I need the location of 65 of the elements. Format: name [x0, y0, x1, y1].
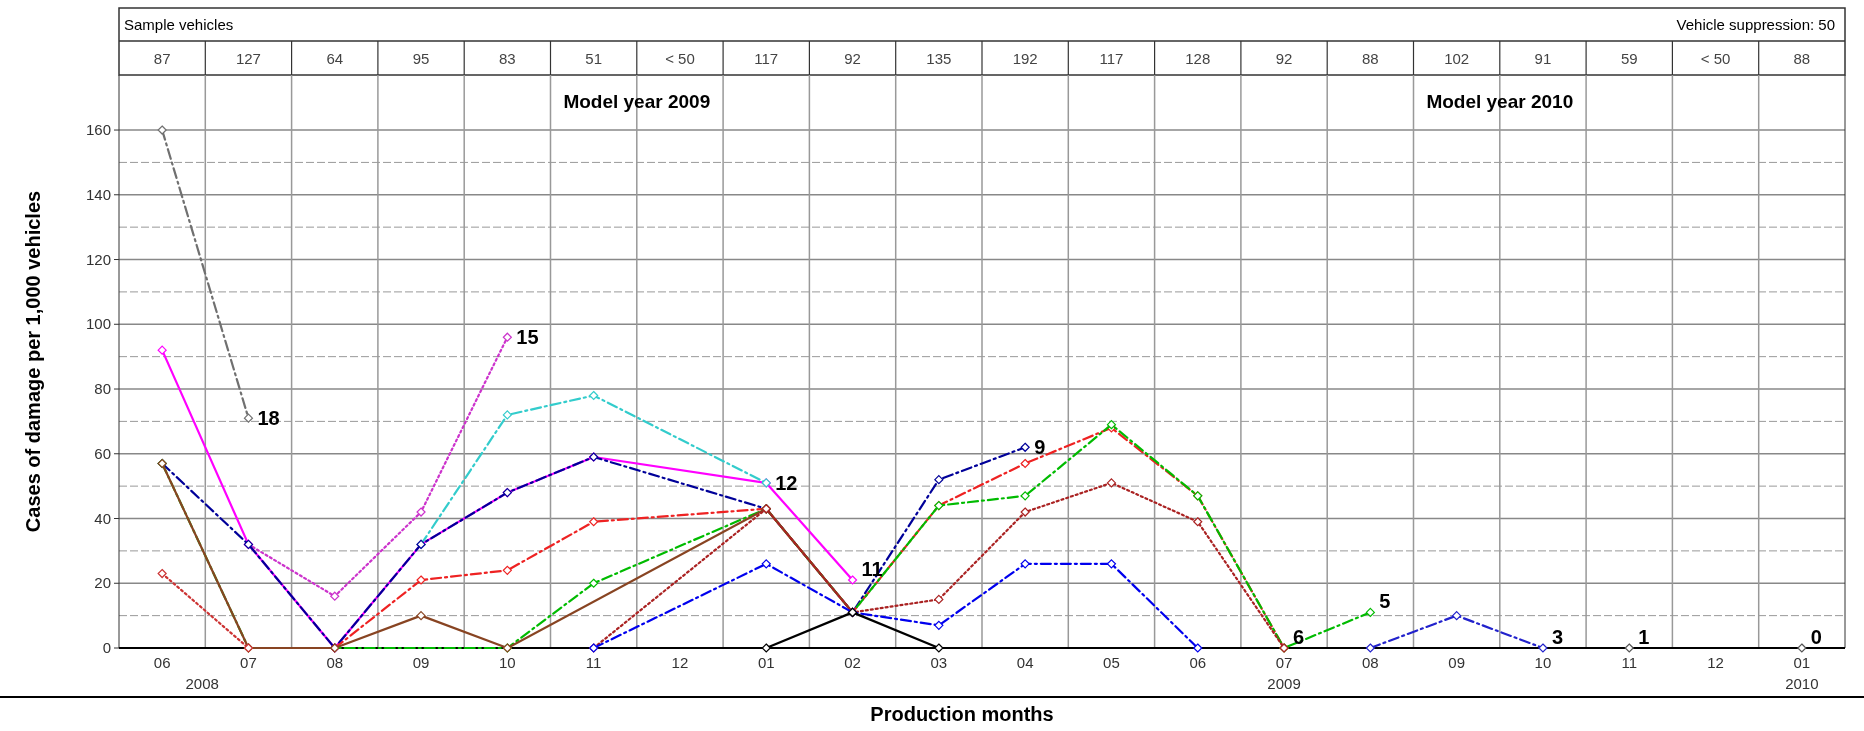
text: 83 — [499, 50, 516, 67]
x-axis-title: Production months — [870, 703, 1054, 725]
text: 95 — [412, 50, 430, 67]
x-tick-label: 01 2010 — [1785, 654, 1819, 692]
annotation: Model year 2010 — [1426, 91, 1574, 112]
x-tick-label: 08 — [326, 654, 344, 671]
y-tick-label: 80 — [94, 380, 111, 398]
series-label: 9 — [1034, 436, 1046, 459]
text: 88 — [1362, 50, 1379, 67]
series-label: 1 — [1638, 626, 1650, 648]
x-tick-label: 09 — [412, 654, 430, 671]
series-label: 6 — [1293, 626, 1305, 648]
text: 59 — [1620, 50, 1638, 67]
x-tick-label: 04 — [1016, 654, 1034, 671]
series-label: 12 — [775, 471, 798, 494]
text: 92 — [1275, 50, 1293, 67]
series-label: 11 — [861, 558, 883, 581]
text: Sample vehicles — [124, 16, 234, 33]
x-tick-label: 06 — [1189, 654, 1207, 671]
text: < 50 — [1700, 50, 1731, 67]
text: 135 — [926, 50, 952, 67]
x-tick-label: 10 — [499, 654, 516, 671]
y-tick-label: 20 — [94, 574, 111, 592]
x-tick-label: 03 — [930, 654, 948, 671]
y-tick-label: 160 — [85, 121, 111, 139]
text: 64 — [326, 50, 344, 67]
x-tick-label: 09 — [1448, 654, 1465, 671]
text: < 50 — [665, 50, 695, 67]
text: 192 — [1012, 50, 1038, 67]
text: Vehicle suppression: 50 — [1676, 16, 1835, 33]
series-label: 3 — [1551, 626, 1564, 648]
x-tick-label: 07 2009 — [1267, 654, 1301, 692]
x-tick-label: 12 — [1707, 654, 1724, 671]
x-tick-label: 11 — [1621, 654, 1638, 671]
series-label: 5 — [1379, 590, 1391, 613]
series-label: 0 — [1810, 626, 1822, 648]
x-tick-label: 11 — [585, 654, 602, 671]
y-tick-label: 60 — [94, 444, 111, 462]
y-tick-label: 40 — [94, 509, 111, 527]
x-tick-label: 01 — [757, 654, 775, 671]
text: 117 — [1099, 50, 1124, 67]
annotation: Model year 2009 — [563, 91, 711, 112]
x-tick-label: 12 — [671, 654, 689, 671]
x-tick-label: 06 2008 — [153, 654, 219, 692]
text: 87 — [153, 50, 171, 67]
x-tick-label: 05 — [1103, 654, 1120, 671]
y-axis-title: Cases of damage per 1,000 vehicles — [22, 190, 44, 533]
y-tick-label: 100 — [85, 315, 111, 333]
x-tick-label: 10 — [1534, 654, 1552, 671]
y-tick-label: 120 — [85, 250, 111, 268]
text: 92 — [844, 50, 861, 67]
y-tick-label: 0 — [102, 639, 111, 656]
series-label: 15 — [516, 326, 539, 349]
text: 88 — [1793, 50, 1811, 67]
text: 102 — [1444, 50, 1470, 67]
x-tick-label: 07 — [240, 654, 257, 671]
x-tick-label: 08 — [1362, 654, 1379, 671]
text: 51 — [585, 50, 602, 67]
text: 117 — [754, 50, 779, 67]
y-tick-label: 140 — [85, 185, 111, 203]
text: 128 — [1185, 50, 1211, 67]
text: 91 — [1534, 50, 1552, 67]
text: 127 — [235, 50, 261, 67]
x-tick-label: 02 — [844, 654, 861, 671]
series-label: 18 — [257, 407, 280, 430]
